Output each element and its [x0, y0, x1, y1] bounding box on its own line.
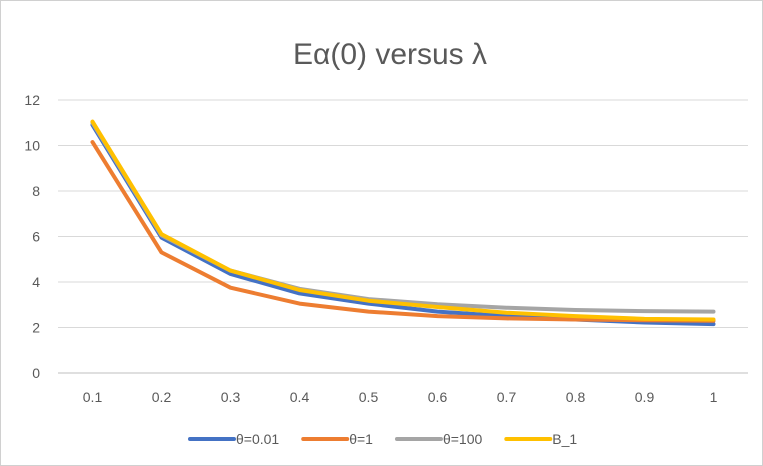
series-line-2	[90, 120, 716, 314]
series-line-1	[90, 140, 716, 323]
series-lines	[90, 119, 716, 327]
x-tick-label: 1	[710, 389, 718, 405]
gridlines	[58, 99, 748, 374]
series-line-3	[90, 119, 716, 322]
legend-label: θ=0.01	[236, 431, 279, 447]
y-tick-label: 10	[24, 138, 40, 154]
y-tick-label: 0	[32, 365, 40, 381]
x-tick-label: 0.4	[290, 389, 310, 405]
x-tick-label: 0.5	[359, 389, 379, 405]
legend-item: θ=0.01	[188, 431, 279, 447]
y-tick-label: 4	[32, 274, 40, 290]
x-tick-label: 0.1	[83, 389, 103, 405]
legend-label: θ=100	[443, 431, 483, 447]
y-axis: 0 2 4 6 8 10 12	[24, 92, 40, 381]
y-tick-label: 2	[32, 320, 40, 336]
legend-label: θ=1	[349, 431, 373, 447]
x-axis: 0.1 0.2 0.3 0.4 0.5 0.6 0.7 0.8 0.9 1	[83, 389, 718, 405]
legend-item: θ=1	[301, 431, 373, 447]
x-tick-label: 0.7	[497, 389, 517, 405]
legend-item: B_1	[504, 431, 577, 447]
x-tick-label: 0.9	[635, 389, 655, 405]
legend-item: θ=100	[394, 431, 483, 447]
x-tick-label: 0.3	[221, 389, 241, 405]
legend-label: B_1	[552, 431, 577, 447]
y-tick-label: 12	[24, 92, 40, 108]
chart-title: Eα(0) versus λ	[293, 38, 487, 71]
x-tick-label: 0.2	[152, 389, 172, 405]
y-tick-label: 8	[32, 183, 40, 199]
x-tick-label: 0.6	[428, 389, 448, 405]
x-tick-label: 0.8	[566, 389, 586, 405]
y-tick-label: 6	[32, 229, 40, 245]
legend: θ=0.01 θ=1 θ=100 B_1	[188, 431, 577, 447]
series-line-0	[90, 123, 716, 327]
